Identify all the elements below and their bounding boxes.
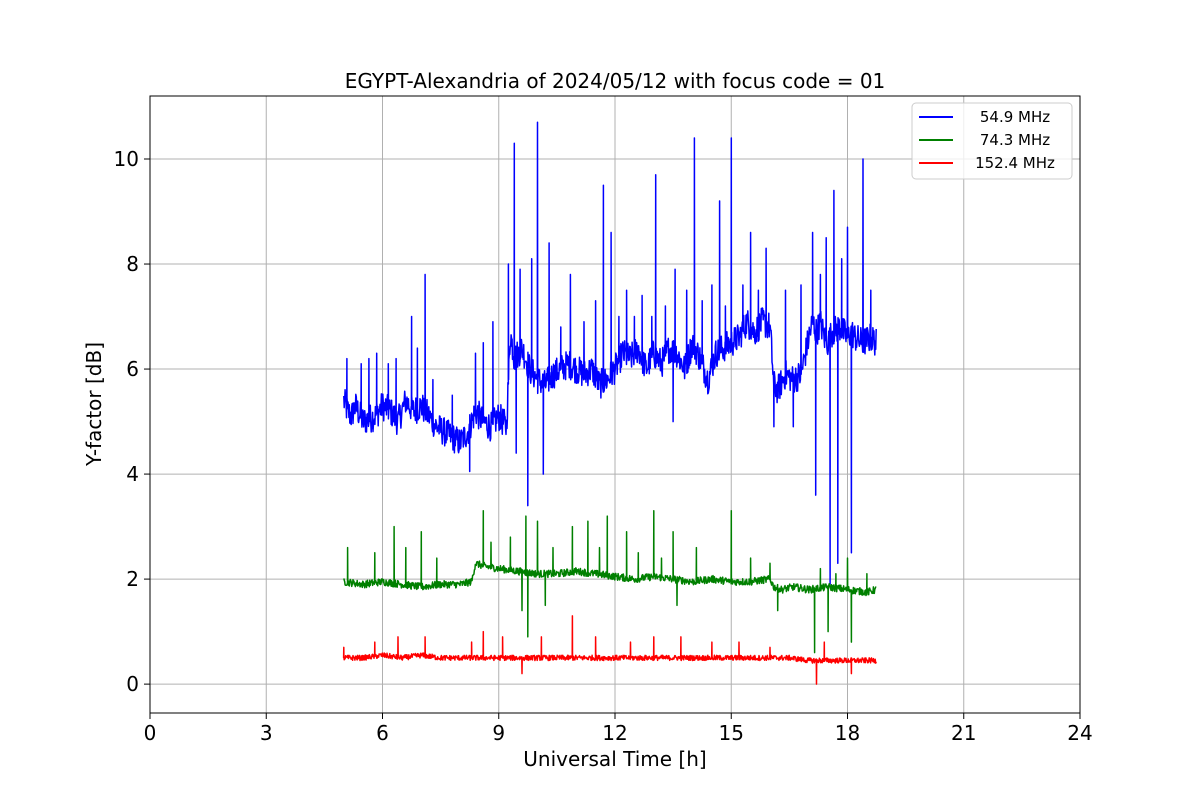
y-tick-label: 6 bbox=[126, 357, 139, 381]
legend: 54.9 MHz 74.3 MHz 152.4 MHz bbox=[911, 102, 1073, 180]
y-axis-label: Y-factor [dB] bbox=[82, 342, 106, 467]
legend-label-3: 152.4 MHz bbox=[975, 154, 1055, 172]
series-line-3 bbox=[342, 615, 877, 685]
legend-label-1: 54.9 MHz bbox=[980, 108, 1050, 126]
x-tick-label: 21 bbox=[951, 721, 976, 745]
chart-title: EGYPT-Alexandria of 2024/05/12 with focu… bbox=[345, 69, 886, 93]
x-tick-label: 18 bbox=[835, 721, 860, 745]
y-tick-label: 10 bbox=[114, 147, 139, 171]
x-tick-label: 3 bbox=[260, 721, 273, 745]
y-tick-label: 4 bbox=[126, 462, 139, 486]
series-line-2 bbox=[343, 510, 877, 654]
x-tick-label: 6 bbox=[376, 721, 389, 745]
x-tick-label: 24 bbox=[1067, 721, 1092, 745]
series-layer bbox=[342, 121, 877, 685]
x-tick-label: 12 bbox=[602, 721, 627, 745]
y-tick-label: 2 bbox=[126, 567, 139, 591]
x-tick-label: 15 bbox=[719, 721, 744, 745]
x-tick-label: 0 bbox=[144, 721, 157, 745]
x-tick-label: 9 bbox=[492, 721, 505, 745]
legend-label-2: 74.3 MHz bbox=[980, 131, 1050, 149]
series-line-1 bbox=[343, 121, 877, 586]
legend-box bbox=[911, 102, 1073, 180]
y-tick-label: 0 bbox=[126, 672, 139, 696]
x-axis-label: Universal Time [h] bbox=[523, 747, 706, 771]
y-tick-label: 8 bbox=[126, 252, 139, 276]
